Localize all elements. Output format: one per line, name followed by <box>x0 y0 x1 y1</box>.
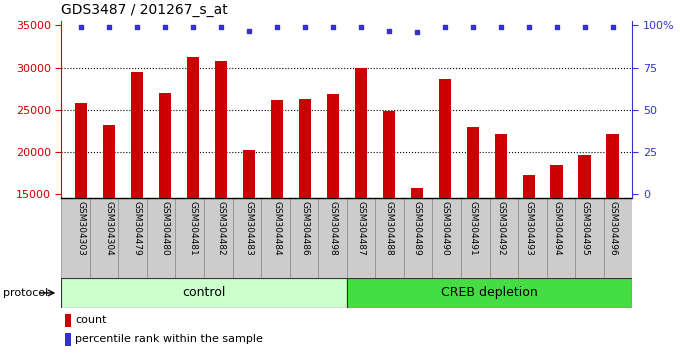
Point <box>243 28 254 33</box>
Point <box>327 24 338 30</box>
Bar <box>347 278 632 308</box>
Bar <box>214 61 227 320</box>
Bar <box>318 198 347 278</box>
Text: GDS3487 / 201267_s_at: GDS3487 / 201267_s_at <box>61 4 228 17</box>
Text: GSM304495: GSM304495 <box>580 201 590 256</box>
Bar <box>547 198 575 278</box>
Point <box>411 29 422 35</box>
Text: control: control <box>182 286 226 299</box>
Text: GSM304479: GSM304479 <box>133 201 141 256</box>
Bar <box>65 314 71 327</box>
Bar <box>466 127 479 320</box>
Point <box>467 24 478 30</box>
Bar <box>490 198 518 278</box>
Bar <box>411 188 423 320</box>
Bar <box>186 57 199 320</box>
Point <box>495 24 506 30</box>
Bar <box>607 134 619 320</box>
Bar <box>439 79 451 320</box>
Point <box>384 28 394 33</box>
Text: GSM304496: GSM304496 <box>609 201 617 256</box>
Bar <box>175 198 204 278</box>
Bar <box>131 72 143 320</box>
Bar <box>261 198 290 278</box>
Text: percentile rank within the sample: percentile rank within the sample <box>75 335 262 344</box>
Text: protocol: protocol <box>3 288 49 298</box>
Bar <box>494 134 507 320</box>
Text: GSM304491: GSM304491 <box>469 201 477 256</box>
Text: GSM304304: GSM304304 <box>104 201 114 256</box>
Bar <box>604 198 632 278</box>
Point <box>103 24 114 30</box>
Text: GSM304490: GSM304490 <box>441 201 449 256</box>
Bar <box>326 94 339 320</box>
Text: GSM304484: GSM304484 <box>272 201 282 256</box>
Bar <box>65 333 71 346</box>
Bar <box>518 198 547 278</box>
Bar <box>90 198 118 278</box>
Point <box>216 24 226 30</box>
Bar <box>299 99 311 320</box>
Text: GSM304492: GSM304492 <box>496 201 505 256</box>
Bar <box>347 198 375 278</box>
Bar <box>461 198 490 278</box>
Bar <box>522 176 535 320</box>
Point <box>524 24 534 30</box>
Text: GSM304487: GSM304487 <box>356 201 365 256</box>
Bar <box>61 278 347 308</box>
Bar <box>118 198 147 278</box>
Text: GSM304483: GSM304483 <box>244 201 253 256</box>
Text: count: count <box>75 315 106 325</box>
Text: GSM304481: GSM304481 <box>188 201 197 256</box>
Bar <box>243 150 255 320</box>
Point <box>439 24 450 30</box>
Text: CREB depletion: CREB depletion <box>441 286 538 299</box>
Point <box>271 24 282 30</box>
Bar <box>404 198 432 278</box>
Point <box>579 24 590 30</box>
Bar <box>290 198 318 278</box>
Bar <box>432 198 461 278</box>
Bar <box>579 155 591 320</box>
Bar <box>233 198 261 278</box>
Bar <box>551 165 563 320</box>
Point <box>299 24 310 30</box>
Text: GSM304488: GSM304488 <box>384 201 393 256</box>
Text: GSM304303: GSM304303 <box>76 201 85 256</box>
Point <box>607 24 618 30</box>
Bar <box>75 103 87 320</box>
Bar <box>271 101 283 320</box>
Bar <box>375 198 404 278</box>
Text: GSM304482: GSM304482 <box>216 201 225 256</box>
Text: GSM304493: GSM304493 <box>524 201 533 256</box>
Text: GSM304486: GSM304486 <box>301 201 309 256</box>
Bar <box>382 110 395 320</box>
Bar <box>158 93 171 320</box>
Bar <box>354 68 367 320</box>
Bar <box>61 198 90 278</box>
Text: GSM304494: GSM304494 <box>552 201 561 256</box>
Text: GSM304498: GSM304498 <box>328 201 337 256</box>
Bar <box>575 198 604 278</box>
Bar <box>147 198 175 278</box>
Point <box>75 24 86 30</box>
Text: GSM304480: GSM304480 <box>160 201 169 256</box>
Bar <box>204 198 233 278</box>
Point <box>131 24 142 30</box>
Bar <box>103 125 115 320</box>
Point <box>188 24 199 30</box>
Point <box>356 24 367 30</box>
Text: GSM304489: GSM304489 <box>412 201 422 256</box>
Point <box>551 24 562 30</box>
Point <box>159 24 170 30</box>
